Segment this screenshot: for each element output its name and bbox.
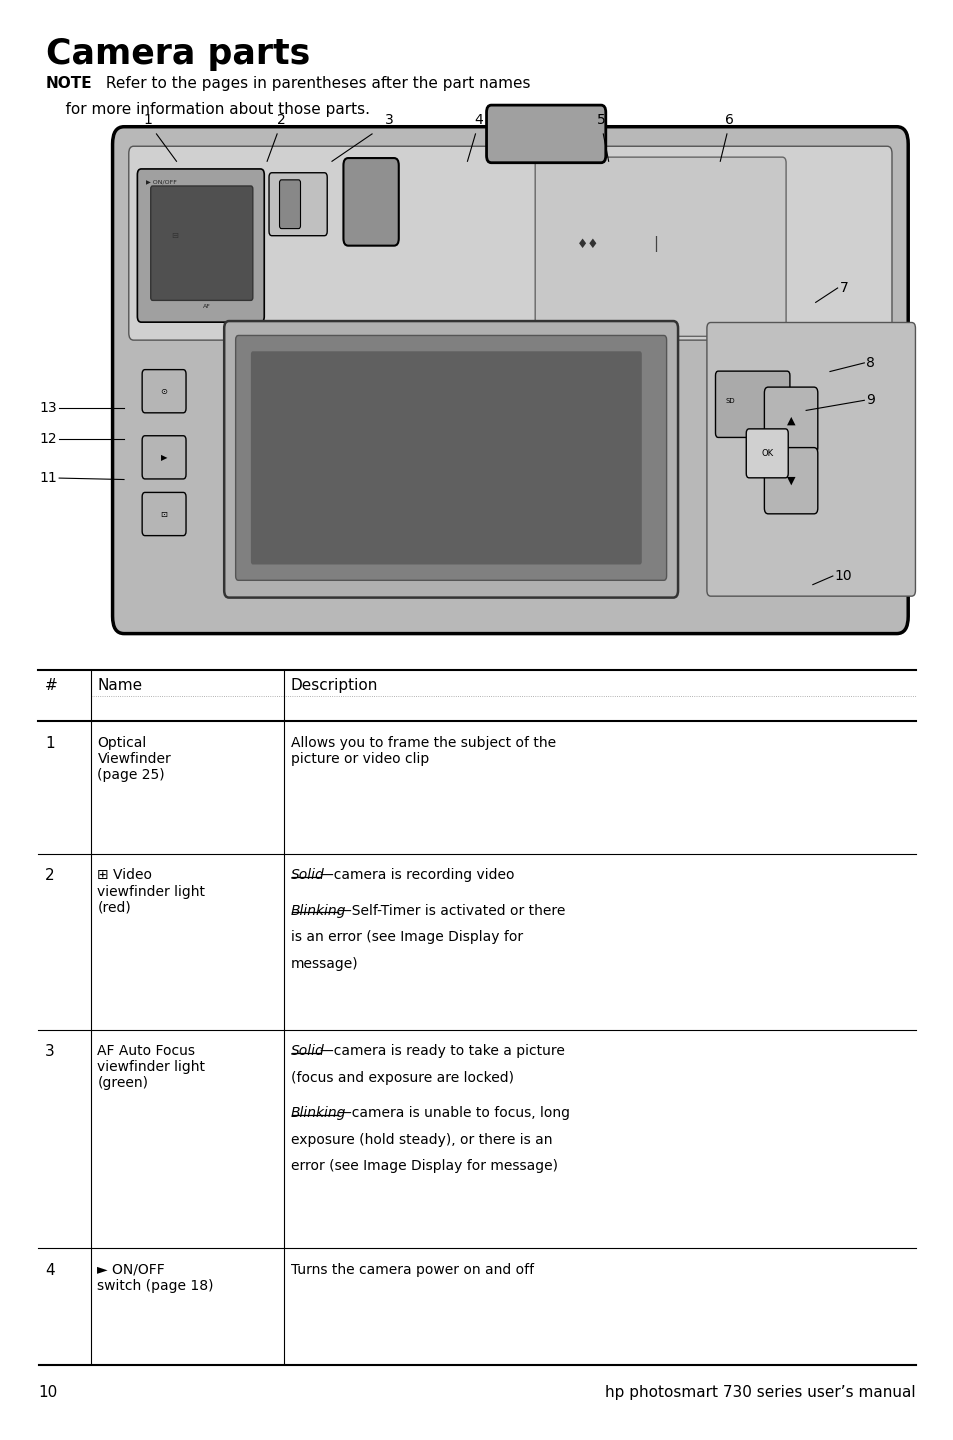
Text: Refer to the pages in parentheses after the part names: Refer to the pages in parentheses after … <box>101 76 530 91</box>
Text: 2: 2 <box>45 868 54 883</box>
Text: 13: 13 <box>40 400 57 415</box>
FancyBboxPatch shape <box>129 147 891 340</box>
FancyBboxPatch shape <box>343 158 398 246</box>
FancyBboxPatch shape <box>486 105 605 163</box>
Text: —camera is recording video: —camera is recording video <box>320 868 514 883</box>
FancyBboxPatch shape <box>763 387 817 454</box>
Text: 12: 12 <box>40 432 57 446</box>
Text: 3: 3 <box>45 1044 54 1058</box>
FancyBboxPatch shape <box>151 186 253 301</box>
Text: (focus and exposure are locked): (focus and exposure are locked) <box>291 1071 513 1084</box>
Text: Camera parts: Camera parts <box>46 37 310 72</box>
Text: 6: 6 <box>724 112 734 127</box>
Text: ► ON/OFF
switch (page 18): ► ON/OFF switch (page 18) <box>97 1263 213 1293</box>
FancyBboxPatch shape <box>224 321 678 598</box>
Text: ▲: ▲ <box>786 415 795 425</box>
Text: 10: 10 <box>834 569 851 583</box>
Text: ▼: ▼ <box>786 475 795 485</box>
Text: Blinking: Blinking <box>291 904 346 917</box>
Text: ▶ ON/OFF: ▶ ON/OFF <box>146 179 176 184</box>
FancyBboxPatch shape <box>235 336 666 580</box>
Text: message): message) <box>291 958 357 971</box>
Text: Description: Description <box>291 678 377 693</box>
FancyBboxPatch shape <box>142 436 186 480</box>
FancyBboxPatch shape <box>137 168 264 323</box>
Text: 10: 10 <box>38 1385 57 1400</box>
Text: 7: 7 <box>839 281 847 295</box>
Text: 11: 11 <box>39 471 57 485</box>
Text: hp photosmart 730 series user’s manual: hp photosmart 730 series user’s manual <box>604 1385 915 1400</box>
Text: |: | <box>653 236 658 252</box>
FancyBboxPatch shape <box>142 492 186 536</box>
Text: exposure (hold steady), or there is an: exposure (hold steady), or there is an <box>291 1132 552 1146</box>
Text: Optical
Viewfinder
(page 25): Optical Viewfinder (page 25) <box>97 736 172 782</box>
Text: error (see Image Display for message): error (see Image Display for message) <box>291 1159 557 1174</box>
FancyBboxPatch shape <box>269 173 327 236</box>
Text: AF Auto Focus
viewfinder light
(green): AF Auto Focus viewfinder light (green) <box>97 1044 205 1090</box>
Text: 2: 2 <box>276 112 286 127</box>
Text: AF: AF <box>203 304 211 308</box>
Text: Blinking: Blinking <box>291 1106 346 1120</box>
Text: —camera is ready to take a picture: —camera is ready to take a picture <box>320 1044 564 1058</box>
Text: 3: 3 <box>384 112 394 127</box>
FancyBboxPatch shape <box>745 429 787 478</box>
Text: 5: 5 <box>596 112 605 127</box>
Text: #: # <box>45 678 57 693</box>
Text: Allows you to frame the subject of the
picture or video clip: Allows you to frame the subject of the p… <box>291 736 556 766</box>
Text: ♦♦: ♦♦ <box>577 238 599 251</box>
Text: 4: 4 <box>474 112 483 127</box>
Text: is an error (see Image Display for: is an error (see Image Display for <box>291 930 522 945</box>
FancyBboxPatch shape <box>251 351 641 564</box>
Text: 1: 1 <box>143 112 152 127</box>
Text: 1: 1 <box>45 736 54 750</box>
Text: ⊟: ⊟ <box>172 232 178 240</box>
Text: ⊡: ⊡ <box>160 510 168 518</box>
Text: OK: OK <box>760 449 773 458</box>
Text: 9: 9 <box>865 393 874 408</box>
Text: 4: 4 <box>45 1263 54 1277</box>
FancyBboxPatch shape <box>142 370 186 413</box>
Text: ⊙: ⊙ <box>160 387 168 396</box>
Text: —Self-Timer is activated or there: —Self-Timer is activated or there <box>337 904 565 917</box>
Text: Solid: Solid <box>291 1044 324 1058</box>
Text: ⊞ Video
viewfinder light
(red): ⊞ Video viewfinder light (red) <box>97 868 205 914</box>
Text: Solid: Solid <box>291 868 324 883</box>
Text: Turns the camera power on and off: Turns the camera power on and off <box>291 1263 533 1277</box>
FancyBboxPatch shape <box>279 180 300 229</box>
FancyBboxPatch shape <box>535 157 785 337</box>
Text: for more information about those parts.: for more information about those parts. <box>46 102 370 117</box>
Text: —camera is unable to focus, long: —camera is unable to focus, long <box>337 1106 569 1120</box>
FancyBboxPatch shape <box>706 323 915 596</box>
Text: NOTE: NOTE <box>46 76 92 91</box>
Text: SD: SD <box>725 399 735 405</box>
Text: 8: 8 <box>865 356 874 370</box>
Text: ▶: ▶ <box>161 452 167 462</box>
FancyBboxPatch shape <box>112 127 907 634</box>
FancyBboxPatch shape <box>763 448 817 514</box>
Text: Name: Name <box>97 678 143 693</box>
FancyBboxPatch shape <box>715 372 789 438</box>
